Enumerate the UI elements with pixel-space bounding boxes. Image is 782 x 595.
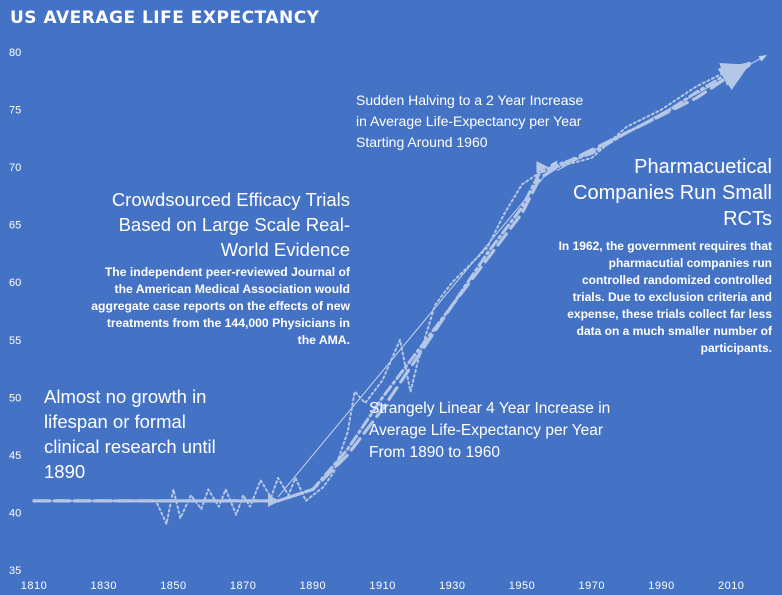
y-tick-label: 75 (9, 105, 21, 117)
annotation-crowdsourced: Crowdsourced Efficacy Trials Based on La… (88, 187, 350, 349)
x-tick-label: 1830 (90, 580, 116, 592)
x-tick-label: 1870 (230, 580, 256, 592)
y-tick-label: 80 (9, 47, 21, 59)
y-tick-label: 45 (9, 450, 21, 462)
series-line-dotted (33, 62, 750, 525)
y-tick-label: 60 (9, 277, 21, 289)
annotation-early-text: Almost no growth in lifespan or formal c… (44, 386, 216, 482)
series-arrowhead (268, 494, 281, 507)
x-tick-label: 1950 (509, 580, 535, 592)
y-tick-label: 70 (9, 162, 21, 174)
annotation-halving: Sudden Halving to a 2 Year Increase in A… (356, 90, 596, 153)
x-tick-label: 1810 (21, 580, 47, 592)
annotation-crowdsourced-body: The independent peer-reviewed Journal of… (91, 265, 350, 347)
x-tick-label: 2010 (718, 580, 744, 592)
series-line-dash-dot (32, 62, 752, 503)
y-tick-label: 40 (9, 507, 21, 519)
x-tick-label: 1970 (579, 580, 605, 592)
annotation-halving-text: Sudden Halving to a 2 Year Increase in A… (356, 92, 584, 150)
x-tick-label: 1850 (160, 580, 186, 592)
x-tick-label: 1930 (439, 580, 465, 592)
annotation-pharma-heading: Pharmacuetical Companies Run Small RCTs (573, 156, 772, 230)
x-tick-label: 1910 (369, 580, 395, 592)
annotation-pharma: Pharmacuetical Companies Run Small RCTs … (554, 154, 772, 357)
annotation-crowdsourced-heading: Crowdsourced Efficacy Trials Based on La… (111, 189, 350, 260)
y-tick-label: 65 (9, 220, 21, 232)
y-tick-label: 50 (9, 392, 21, 404)
y-tick-label: 55 (9, 335, 21, 347)
x-tick-label: 1890 (300, 580, 326, 592)
annotation-linear: Strangely Linear 4 Year Increase in Aver… (369, 398, 619, 464)
annotation-pharma-body: In 1962, the government requires that ph… (558, 239, 772, 355)
trend-arrow (277, 160, 558, 498)
chart-title: US AVERAGE LIFE EXPECTANCY (10, 8, 320, 28)
annotation-early-period: Almost no growth in lifespan or formal c… (44, 384, 244, 484)
series-arrowhead (536, 161, 549, 174)
x-tick-label: 1990 (648, 580, 674, 592)
y-tick-label: 35 (9, 565, 21, 577)
annotation-linear-text: Strangely Linear 4 Year Increase in Aver… (369, 400, 611, 461)
